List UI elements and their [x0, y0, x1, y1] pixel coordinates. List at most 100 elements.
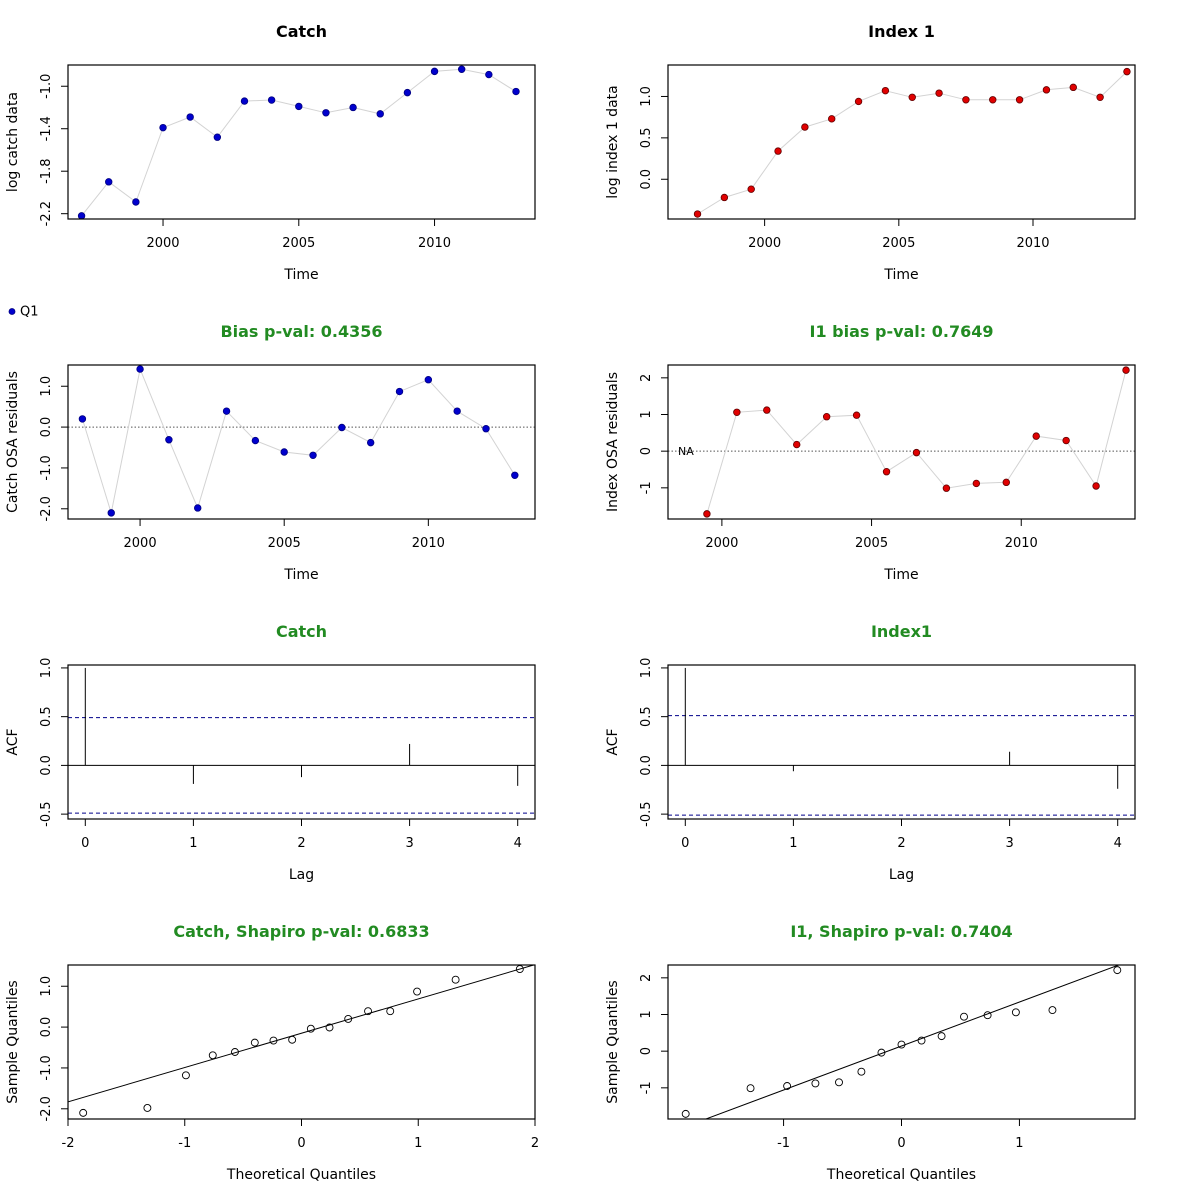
y-tick-label: 1 — [639, 410, 654, 418]
data-point — [822, 413, 831, 421]
y-tick-label: 1 — [639, 1010, 654, 1018]
data-point — [972, 479, 981, 488]
data-point — [962, 96, 970, 104]
qq-point — [250, 1038, 259, 1047]
y-axis-label: ACF — [5, 728, 21, 755]
data-point — [763, 406, 771, 414]
y-tick-label: -2.0 — [39, 496, 54, 521]
data-point — [78, 415, 87, 423]
data-point — [457, 65, 466, 73]
data-point — [512, 87, 520, 96]
qq-point — [897, 1040, 906, 1049]
data-point — [159, 123, 167, 132]
y-axis-label: Sample Quantiles — [5, 980, 21, 1103]
panel-1: Catch Time log catch data 2000 2005 2010 -2.2 -… — [5, 22, 536, 283]
data-point — [280, 448, 288, 456]
qq-point — [681, 1109, 690, 1118]
y-tick-label: 0.5 — [39, 706, 54, 727]
qq-point — [181, 1071, 190, 1080]
x-tick-label: 1 — [189, 836, 197, 851]
x-tick-label: 2000 — [705, 536, 738, 551]
data-point — [935, 89, 943, 97]
chart-title: I1 bias p-val: 0.7649 — [810, 322, 994, 341]
x-tick-label: 2000 — [748, 236, 781, 251]
y-axis-label: Index OSA residuals — [605, 372, 621, 512]
qq-point — [143, 1104, 152, 1112]
data-point — [267, 96, 276, 104]
plot-area — [668, 366, 1135, 518]
panel-4: I1 bias p-val: 0.7649 Time Index OSA resid… — [605, 322, 1136, 583]
data-point — [1042, 86, 1051, 94]
data-point — [1092, 482, 1100, 490]
data-point — [793, 440, 801, 449]
y-axis-label: ACF — [605, 728, 621, 755]
qq-point — [231, 1048, 239, 1056]
data-point — [322, 109, 330, 117]
data-point — [1032, 432, 1040, 440]
x-tick-label: 2010 — [1016, 236, 1049, 251]
y-tick-label: 0 — [639, 447, 654, 455]
qq-point — [79, 1108, 88, 1117]
x-tick-label: 2005 — [268, 536, 301, 551]
data-point — [852, 411, 861, 419]
x-tick-label: 1 — [414, 1136, 422, 1151]
data-point — [349, 103, 357, 112]
chart-title: I1, Shapiro p-val: 0.7404 — [790, 922, 1012, 941]
y-tick-label: 0.0 — [639, 755, 654, 776]
plot-area — [681, 965, 1122, 1119]
y-tick-label: -1.0 — [39, 1055, 54, 1080]
qq-point — [877, 1048, 886, 1057]
data-point — [989, 96, 997, 104]
x-axis-label: Time — [283, 267, 318, 283]
plot-frame — [67, 364, 536, 520]
plot-area — [668, 667, 1135, 816]
data-point — [453, 407, 461, 415]
y-tick-label: -2.0 — [39, 1096, 54, 1121]
data-point — [165, 436, 173, 444]
x-tick-label: 0 — [297, 1136, 305, 1151]
data-point — [77, 212, 86, 219]
qq-point — [386, 1007, 395, 1016]
data-point — [338, 423, 346, 432]
x-tick-label: 0 — [897, 1136, 905, 1151]
qq-reference-line — [704, 965, 1121, 1119]
qq-point — [783, 1082, 792, 1090]
qq-point — [1113, 966, 1122, 975]
y-tick-label: 1.0 — [639, 86, 654, 107]
plot-frame — [667, 64, 1136, 220]
y-tick-label: 2 — [639, 974, 654, 982]
qq-point — [960, 1012, 968, 1021]
x-axis-label: Time — [883, 267, 918, 283]
x-tick-label: 3 — [1005, 836, 1013, 851]
y-tick-label: 0.0 — [39, 755, 54, 776]
plot-frame — [667, 964, 1136, 1120]
qq-point — [306, 1024, 315, 1033]
data-point — [511, 471, 519, 479]
series-line — [697, 71, 1128, 215]
x-tick-label: 0 — [81, 836, 89, 851]
data-point — [854, 97, 863, 106]
x-tick-label: 2010 — [412, 536, 445, 551]
series-line — [81, 68, 517, 217]
data-point — [693, 210, 702, 218]
data-point — [194, 504, 202, 512]
chart-title: Catch, Shapiro p-val: 0.6833 — [173, 922, 429, 941]
y-tick-label: 0.0 — [39, 417, 54, 438]
data-point — [222, 407, 231, 415]
x-tick-label: 2000 — [146, 236, 179, 251]
data-point — [424, 376, 433, 384]
qq-point — [917, 1036, 926, 1045]
legend-marker — [8, 308, 16, 315]
plot-area — [68, 365, 535, 517]
data-point — [1002, 478, 1010, 487]
plot-frame — [667, 664, 1136, 820]
panel-7: Catch, Shapiro p-val: 0.6833 Theoretical … — [5, 922, 539, 1183]
y-tick-label: 2 — [639, 374, 654, 382]
data-point — [942, 484, 951, 492]
x-tick-label: 2 — [297, 836, 305, 851]
x-tick-label: -2 — [62, 1136, 75, 1151]
x-tick-label: 4 — [1114, 836, 1122, 851]
legend: Q1 — [8, 305, 39, 320]
chart-title: Index 1 — [868, 22, 935, 41]
